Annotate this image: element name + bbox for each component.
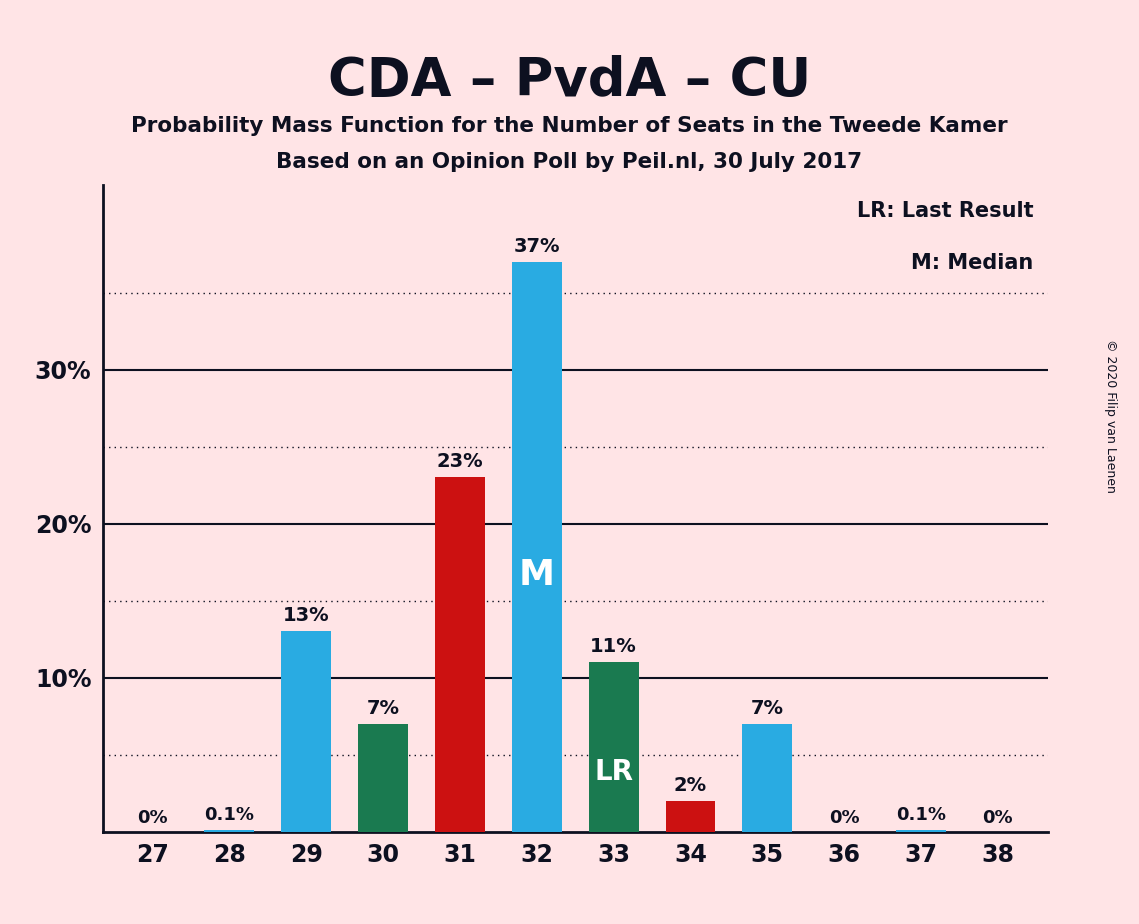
Text: 37%: 37%	[514, 237, 560, 256]
Text: 2%: 2%	[674, 775, 707, 795]
Bar	[589, 663, 639, 832]
Text: Probability Mass Function for the Number of Seats in the Tweede Kamer: Probability Mass Function for the Number…	[131, 116, 1008, 136]
Bar	[665, 801, 715, 832]
Text: M: M	[518, 558, 555, 592]
Text: 7%: 7%	[751, 699, 784, 718]
Text: CDA – PvdA – CU: CDA – PvdA – CU	[328, 55, 811, 107]
Text: 13%: 13%	[282, 606, 329, 626]
Text: 0%: 0%	[983, 809, 1014, 827]
Bar	[435, 478, 485, 832]
Bar	[204, 830, 254, 832]
Bar	[743, 723, 793, 832]
Text: LR: Last Result: LR: Last Result	[857, 201, 1034, 221]
Text: M: Median: M: Median	[911, 252, 1034, 273]
Text: 0%: 0%	[829, 809, 860, 827]
Text: 0.1%: 0.1%	[896, 806, 947, 824]
Bar	[511, 261, 562, 832]
Text: 0.1%: 0.1%	[204, 806, 254, 824]
Bar	[358, 723, 408, 832]
Text: 7%: 7%	[367, 699, 400, 718]
Text: 23%: 23%	[436, 452, 483, 471]
Text: 0%: 0%	[137, 809, 167, 827]
Text: © 2020 Filip van Laenen: © 2020 Filip van Laenen	[1104, 339, 1117, 492]
Text: LR: LR	[595, 759, 633, 786]
Text: Based on an Opinion Poll by Peil.nl, 30 July 2017: Based on an Opinion Poll by Peil.nl, 30 …	[277, 152, 862, 173]
Bar	[281, 631, 331, 832]
Bar	[896, 830, 947, 832]
Text: 11%: 11%	[590, 637, 637, 656]
